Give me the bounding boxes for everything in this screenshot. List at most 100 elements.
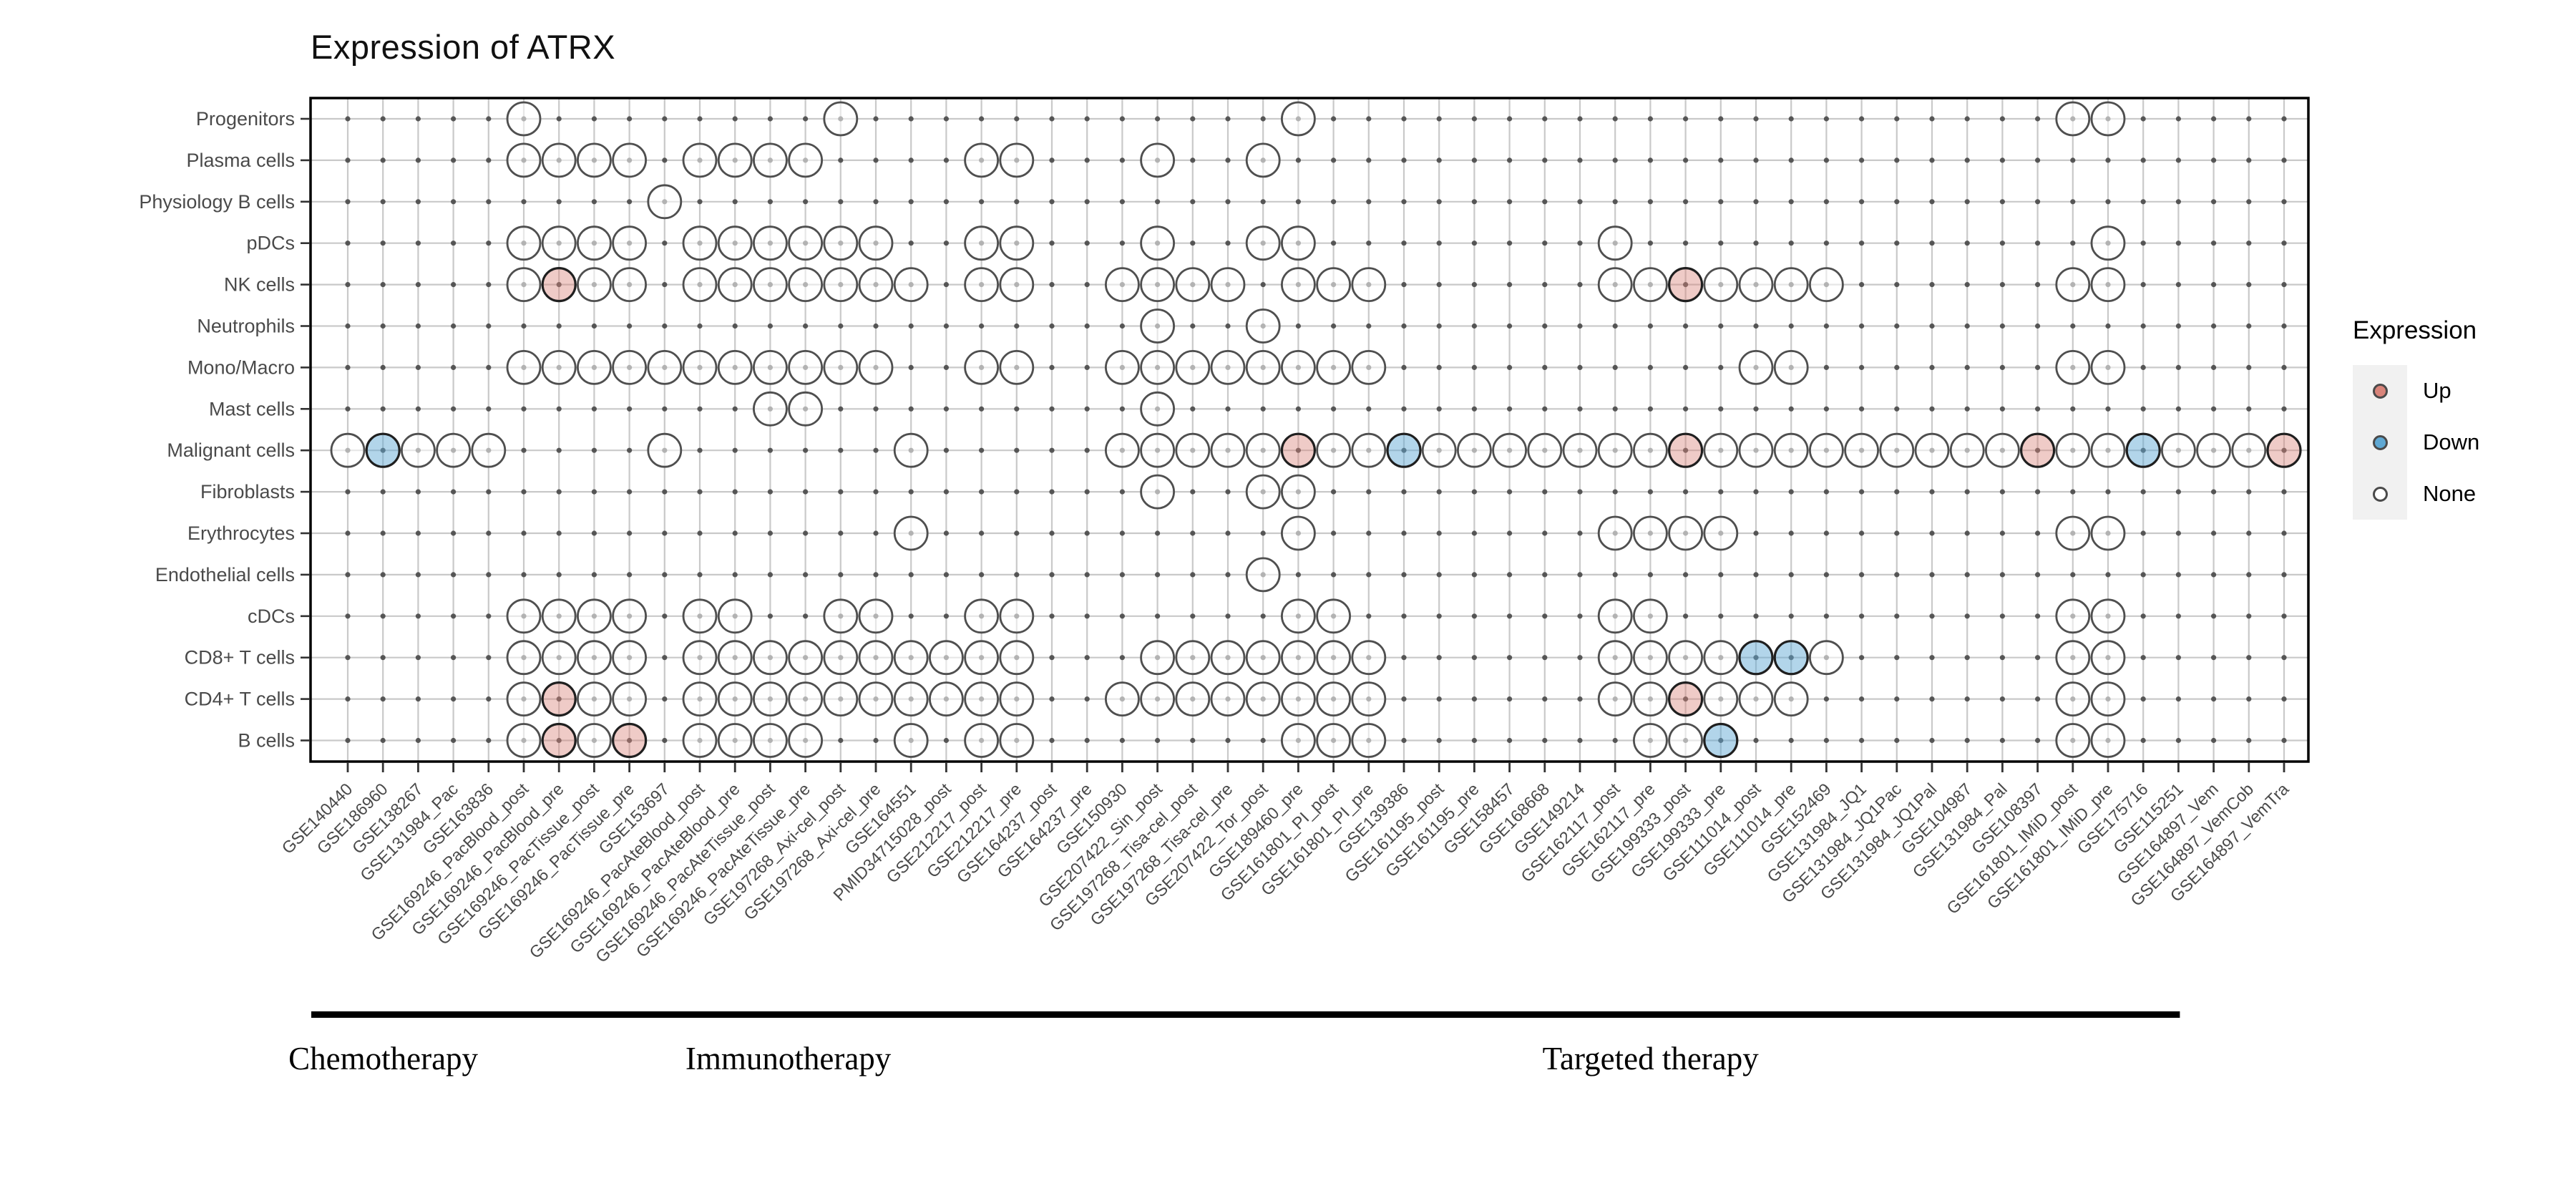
cell-point (732, 323, 738, 329)
cell-point (415, 323, 421, 329)
cell-point (1401, 282, 1407, 288)
cell-point (1190, 240, 1196, 246)
cell-point (1119, 613, 1125, 619)
cell-point (1929, 364, 1935, 370)
cell-point (1542, 282, 1548, 288)
cell-point (1401, 116, 1407, 122)
cell-point (2175, 364, 2181, 370)
cell-point (1964, 655, 1970, 661)
cell-point (2035, 282, 2041, 288)
cell-point (380, 530, 386, 536)
cell-point (380, 696, 386, 702)
cell-point (1049, 282, 1055, 288)
expression-circle-none (647, 432, 683, 468)
cell-point (1507, 116, 1513, 122)
cell-point (1190, 572, 1196, 578)
cell-point (1542, 613, 1548, 619)
cell-point (1999, 530, 2005, 536)
cell-point (1190, 323, 1196, 329)
cell-point (838, 572, 844, 578)
expression-circle-none (1140, 225, 1175, 261)
cell-point (1471, 364, 1477, 370)
expression-circle-none (964, 142, 999, 178)
cell-point (486, 157, 492, 163)
expression-circle-none (2055, 432, 2091, 468)
legend-keys: Up Down None (2353, 365, 2479, 520)
cell-point (697, 199, 703, 205)
cell-point (1683, 282, 1689, 288)
expression-circle-none (1703, 640, 1739, 676)
cell-point (1999, 240, 2005, 246)
cell-point (803, 613, 809, 619)
expression-circle-none (1351, 267, 1387, 303)
cell-point (1964, 282, 1970, 288)
cell-point (1718, 199, 1724, 205)
cell-point (1507, 572, 1513, 578)
cell-point (1718, 489, 1724, 495)
cell-point (1753, 240, 1759, 246)
expression-circle-none (929, 640, 964, 676)
cell-point (2211, 364, 2217, 370)
cell-point (1683, 613, 1689, 619)
cell-point (1753, 572, 1759, 578)
expression-circle-none (858, 225, 894, 261)
cell-point (2035, 696, 2041, 702)
cell-point (1929, 489, 1935, 495)
cell-point (1823, 489, 1829, 495)
expression-circle-none (1632, 432, 1668, 468)
cell-point (1612, 116, 1618, 122)
expression-circle-none (823, 101, 859, 137)
expression-circle-up (611, 722, 648, 759)
cell-point (486, 655, 492, 661)
expression-circle-none (823, 225, 859, 261)
expression-circle-none (541, 142, 577, 178)
cell-point (345, 406, 351, 412)
cell-point (2140, 572, 2146, 578)
cell-point (627, 447, 633, 453)
cell-point (1577, 572, 1583, 578)
cell-point (943, 364, 949, 370)
cell-point (1894, 240, 1900, 246)
expression-circle-none (2055, 267, 2091, 303)
expression-circle-none (1668, 723, 1704, 758)
expression-circle-none (1281, 225, 1316, 261)
cell-point (2140, 696, 2146, 702)
expression-circle-none (1632, 267, 1668, 303)
cell-point (2211, 489, 2217, 495)
cell-point (556, 572, 562, 578)
expression-circle-none (1597, 267, 1633, 303)
cell-point (451, 613, 457, 619)
cell-point (451, 282, 457, 288)
cell-point (1577, 406, 1583, 412)
cell-point (1999, 282, 2005, 288)
expression-circle-none (893, 432, 929, 468)
expression-circle-none (858, 640, 894, 676)
cell-point (380, 116, 386, 122)
expression-circle-none (1949, 432, 1985, 468)
cell-point (2211, 696, 2217, 702)
expression-circle-none (1245, 308, 1281, 344)
y-axis-label: Endothelial cells (155, 564, 295, 585)
cell-point (1049, 240, 1055, 246)
cell-point (697, 530, 703, 536)
cell-point (2211, 572, 2217, 578)
cell-point (2175, 323, 2181, 329)
cell-point (451, 116, 457, 122)
cell-point (1894, 116, 1900, 122)
expression-circle-none (506, 681, 542, 716)
cell-point (1225, 116, 1231, 122)
expression-circle-none (1703, 267, 1739, 303)
cell-point (1894, 157, 1900, 163)
cell-point (979, 406, 985, 412)
cell-point (767, 447, 773, 453)
expression-circle-none (1527, 432, 1563, 468)
cell-point (1718, 572, 1724, 578)
cell-point (591, 447, 597, 453)
cell-point (1718, 116, 1724, 122)
expression-circle-none (612, 681, 647, 716)
expression-circle-none (1316, 267, 1351, 303)
cell-point (1577, 199, 1583, 205)
cell-point (556, 282, 562, 288)
cell-point (873, 157, 879, 163)
cell-point (627, 406, 633, 412)
